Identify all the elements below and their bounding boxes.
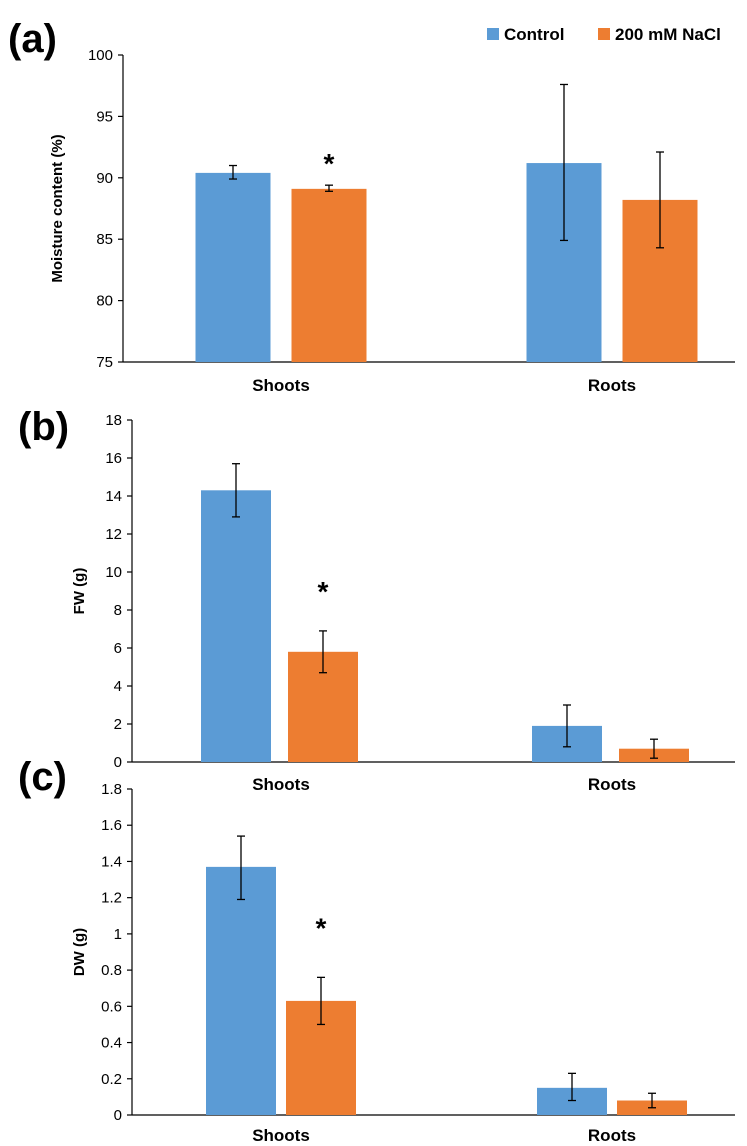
y-axis-label: Moisture content (%) [49,134,66,282]
bar-control [206,866,276,1115]
y-tick-label: 1 [114,926,122,943]
y-axis-label: DW (g) [71,928,88,976]
category-label: Roots [588,775,636,794]
y-tick-label: 1.6 [101,817,122,834]
y-tick-label: 6 [114,640,122,657]
bar-control [201,490,271,762]
category-label: Shoots [252,1126,310,1145]
y-tick-label: 0.8 [101,962,122,979]
y-tick-label: 75 [96,354,113,371]
legend-swatch-control [487,28,499,40]
bar-control [195,172,271,362]
bar-nacl [291,188,367,362]
y-tick-label: 0.2 [101,1071,122,1088]
y-tick-label: 4 [114,678,122,695]
y-tick-label: 1.8 [101,781,122,798]
y-tick-label: 14 [105,488,122,505]
y-tick-label: 1.4 [101,853,122,870]
y-tick-label: 2 [114,716,122,733]
y-tick-label: 80 [96,293,113,310]
y-tick-label: 0 [114,1107,122,1124]
y-axis-label: FW (g) [71,568,88,615]
y-tick-label: 0 [114,754,122,771]
legend-label-control: Control [504,25,564,44]
y-tick-label: 0.4 [101,1035,122,1052]
category-label: Roots [588,376,636,395]
y-tick-label: 16 [105,450,122,467]
category-label: Roots [588,1126,636,1145]
panel-label: (c) [18,755,67,799]
y-tick-label: 1.2 [101,890,122,907]
y-tick-label: 18 [105,412,122,429]
category-label: Shoots [252,775,310,794]
significance-marker: * [324,148,335,179]
panel-label: (b) [18,405,69,449]
legend-swatch-nacl [598,28,610,40]
y-tick-label: 90 [96,170,113,187]
panel-label: (a) [8,17,57,61]
legend-label-nacl: 200 mM NaCl [615,25,721,44]
significance-marker: * [318,576,329,607]
y-tick-label: 12 [105,526,122,543]
significance-marker: * [316,912,327,943]
panel-c: (c) 0 0.2 0.4 0.6 0.8 1 1.2 1.4 1.6 1.8 DW (g) Shoot… [18,755,735,1145]
legend: Control 200 mM NaCl [487,25,721,44]
y-tick-label: 95 [96,108,113,125]
y-tick-label: 8 [114,602,122,619]
y-tick-label: 85 [96,231,113,248]
category-label: Shoots [252,376,310,395]
y-tick-label: 0.6 [101,998,122,1015]
panel-a: (a) 75 80 85 90 95 100 Moisture content (%) Shoo… [8,17,735,395]
y-tick-label: 10 [105,564,122,581]
y-tick-label: 100 [88,47,113,64]
panel-b: (b) 0 2 4 6 8 10 12 14 16 18 FW (g) Shoots Roots * [18,405,735,794]
